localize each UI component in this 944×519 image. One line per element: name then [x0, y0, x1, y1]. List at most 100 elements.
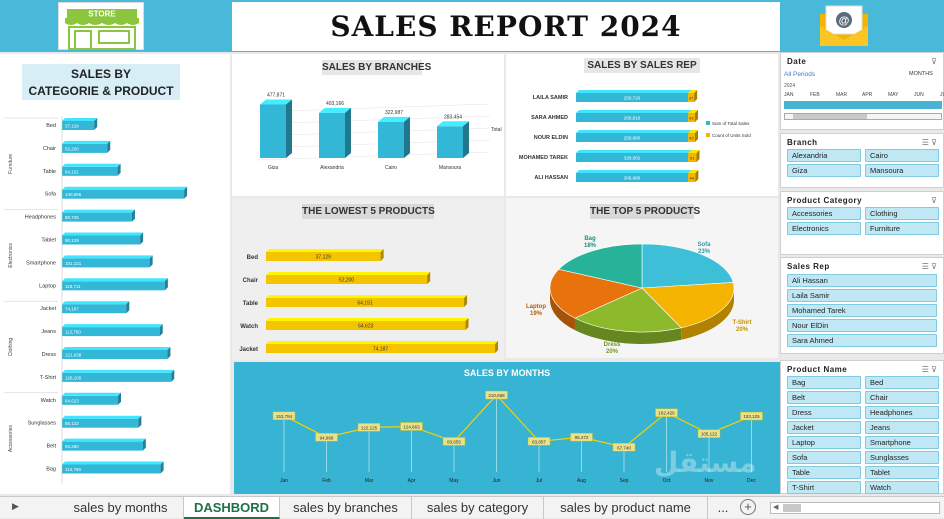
month-label: May	[449, 478, 459, 484]
branch-value-label: 322,987	[385, 110, 403, 116]
months-title: SALES BY MONTHS	[463, 368, 551, 378]
slicer-item[interactable]: Belt	[787, 391, 861, 404]
slicer-item[interactable]: Jacket	[787, 421, 861, 434]
category-label: Sunglasses	[28, 421, 57, 427]
slicer-item[interactable]: Sara Ahmed	[787, 334, 937, 347]
category-label: Smartphone	[26, 260, 56, 266]
timeline-month[interactable]: APR	[862, 92, 873, 98]
clear-filter-icon[interactable]: ⊽	[931, 57, 937, 66]
month-label: Feb	[322, 478, 331, 484]
timeline-month[interactable]: JUN	[914, 92, 924, 98]
month-point	[570, 432, 593, 442]
slicer-item[interactable]: Mansoura	[865, 164, 939, 177]
sheet-tab[interactable]: sales by category	[412, 497, 544, 519]
sheet-tab[interactable]: DASHBORD	[184, 497, 280, 519]
slicer-item[interactable]: Mohamed Tarek	[787, 304, 937, 317]
slicer-item[interactable]: Sunglasses	[865, 451, 939, 464]
lowest-label: Jacket	[239, 347, 258, 353]
horizontal-scrollbar[interactable]: ◀	[770, 502, 940, 514]
slicer-item[interactable]: Bed	[865, 376, 939, 389]
category-value-label: 74,187	[65, 307, 79, 312]
slicer-item[interactable]: Laila Samir	[787, 289, 937, 302]
month-label: Nov	[705, 478, 714, 484]
slicer-item[interactable]: Watch	[865, 481, 939, 494]
multi-select-icon[interactable]: ☰ ⊽	[921, 138, 937, 147]
multi-select-icon[interactable]: ☰ ⊽	[921, 262, 937, 271]
slicer-item[interactable]: Dress	[787, 406, 861, 419]
slicer-item[interactable]: Headphones	[865, 406, 939, 419]
category-bar	[62, 415, 142, 428]
lowest-label: Table	[243, 301, 259, 307]
slicer-item[interactable]: Nour ElDin	[787, 319, 937, 332]
category-product-panel: SALES BY CATEGORIE & PRODUCT Bed 37,129 Ch…	[0, 54, 230, 494]
sheet-tab[interactable]: sales by months	[58, 497, 184, 519]
category-group-label: Clothing	[8, 338, 14, 357]
branch-label: Mansoura	[439, 165, 461, 171]
category-label: T-Shirt	[40, 375, 57, 381]
month-point	[655, 408, 678, 417]
sheet-tab[interactable]: sales by product name	[544, 497, 708, 519]
slicer-item[interactable]: Furniture	[865, 222, 939, 235]
month-value-label: 83,857	[532, 439, 546, 444]
branch-value-label: 477,871	[267, 92, 285, 98]
rep-sales-value: 306,968	[624, 176, 641, 181]
slicer-item[interactable]: Accessories	[787, 207, 861, 220]
product-slicer-title: Product Name	[787, 365, 848, 374]
sheet-tab[interactable]: ...	[717, 500, 729, 515]
slicer-item[interactable]: Ali Hassan	[787, 274, 937, 287]
rep-units-bar	[688, 170, 699, 182]
category-bar	[62, 186, 188, 199]
category-value-label: 37,129	[65, 124, 79, 129]
slicer-item[interactable]: Bag	[787, 376, 861, 389]
lowest-bar	[266, 272, 431, 284]
slicer-item[interactable]: Electronics	[787, 222, 861, 235]
branch-bar	[437, 121, 469, 158]
month-point	[612, 443, 636, 452]
rep-units-bar	[688, 90, 698, 102]
category-bar	[62, 438, 146, 451]
rep-units-bar	[688, 150, 700, 162]
category-product-chart: Bed 37,129 Chair 52,200 Table 64,151 Sofa 140,8…	[4, 116, 188, 485]
date-timeline[interactable]: Date ⊽ All Periods MONTHS 2024 JAN FEB MAR…	[780, 52, 944, 130]
category-label: Bed	[46, 123, 56, 129]
slicer-item[interactable]: Cairo	[865, 149, 939, 162]
month-point	[697, 429, 721, 438]
timeline-unit[interactable]: MONTHS	[909, 71, 933, 77]
sheet-tab[interactable]: sales by branches	[280, 497, 412, 519]
multi-select-icon[interactable]: ☰ ⊽	[921, 365, 937, 374]
month-value-label: 105,122	[701, 432, 718, 437]
top5-panel: THE TOP 5 PRODUCTS Sofa 23% T-Shirt 20% Dres…	[506, 198, 778, 358]
slicer-item[interactable]: Table	[787, 466, 861, 479]
timeline-month[interactable]: JAN	[784, 92, 794, 98]
report-title-box: SALES REPORT 2024	[232, 2, 780, 51]
month-label: Oct	[663, 478, 671, 484]
category-value-label: 90,129	[65, 238, 79, 243]
timeline-bar[interactable]	[784, 101, 942, 109]
rep-sales-value: 258,680	[624, 136, 641, 141]
timeline-month[interactable]: JU	[940, 92, 944, 98]
rep-label: NOUR ELDIN	[534, 135, 568, 141]
slicer-item[interactable]: Giza	[787, 164, 861, 177]
filter-icon[interactable]: ⊽	[931, 196, 937, 205]
timeline-month[interactable]: MAR	[836, 92, 848, 98]
scroll-tabs-right-icon[interactable]: ▶	[12, 501, 19, 511]
slicer-item[interactable]: Jeans	[865, 421, 939, 434]
timeline-scrollbar[interactable]	[784, 113, 942, 120]
slicer-item[interactable]: T-Shirt	[787, 481, 861, 494]
timeline-month[interactable]: FEB	[810, 92, 820, 98]
rep-units-bar	[688, 130, 698, 142]
month-label: Mar	[365, 478, 374, 484]
slicer-item[interactable]: Tablet	[865, 466, 939, 479]
rep-units-value: 37	[689, 96, 694, 101]
slicer-item[interactable]: Clothing	[865, 207, 939, 220]
slicer-item[interactable]: Smartphone	[865, 436, 939, 449]
timeline-month[interactable]: MAY	[888, 92, 899, 98]
add-sheet-icon[interactable]: +	[740, 499, 756, 515]
category-bar	[62, 347, 171, 359]
category-slicer: Product Category ⊽ Accessories Clothing El…	[780, 191, 944, 255]
slicer-item[interactable]: Laptop	[787, 436, 861, 449]
slicer-item[interactable]: Sofa	[787, 451, 861, 464]
slicer-item[interactable]: Alexandria	[787, 149, 861, 162]
category-label: Table	[43, 169, 56, 175]
slicer-item[interactable]: Chair	[865, 391, 939, 404]
